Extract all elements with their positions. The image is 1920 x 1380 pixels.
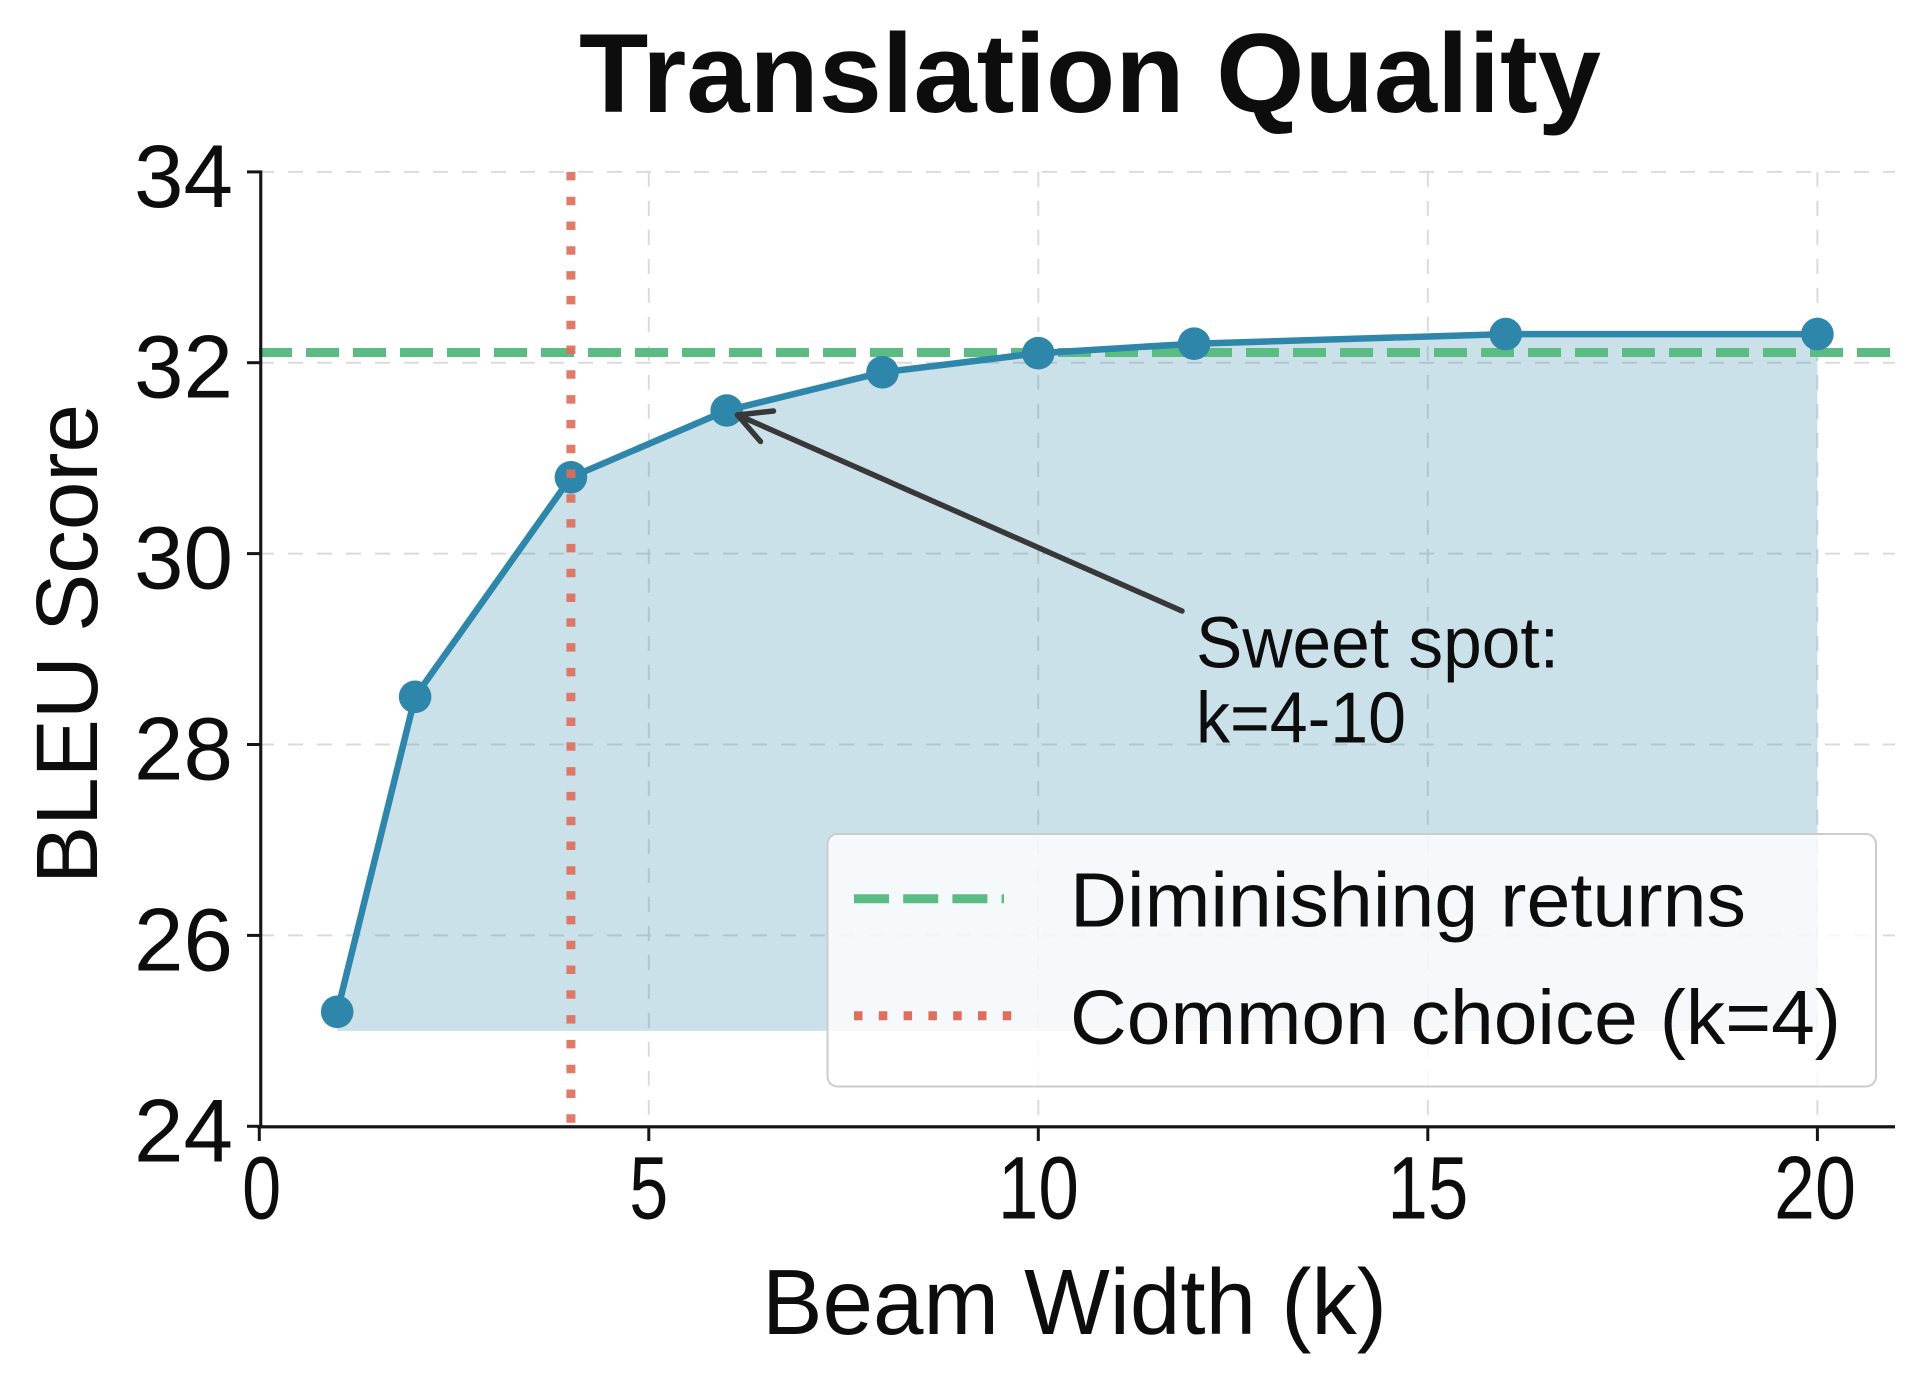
svg-text:28: 28 (134, 699, 233, 799)
svg-text:Beam Width (k): Beam Width (k) (762, 1250, 1387, 1354)
svg-text:32: 32 (134, 317, 233, 417)
svg-text:k=4-10: k=4-10 (1196, 679, 1406, 759)
svg-text:24: 24 (134, 1080, 233, 1180)
svg-text:15: 15 (1387, 1138, 1468, 1238)
svg-text:BLEU Score: BLEU Score (19, 404, 116, 884)
svg-text:26: 26 (134, 889, 233, 989)
svg-text:Translation Quality: Translation Quality (579, 11, 1601, 136)
svg-text:10: 10 (998, 1138, 1079, 1238)
svg-text:34: 34 (134, 126, 233, 226)
svg-text:Diminishing returns: Diminishing returns (1070, 858, 1746, 944)
svg-text:20: 20 (1774, 1138, 1856, 1238)
svg-text:0: 0 (242, 1138, 281, 1238)
svg-text:5: 5 (629, 1138, 668, 1238)
svg-text:Sweet spot:: Sweet spot: (1196, 604, 1559, 684)
svg-text:30: 30 (134, 508, 233, 608)
svg-text:Common choice (k=4): Common choice (k=4) (1070, 975, 1841, 1061)
